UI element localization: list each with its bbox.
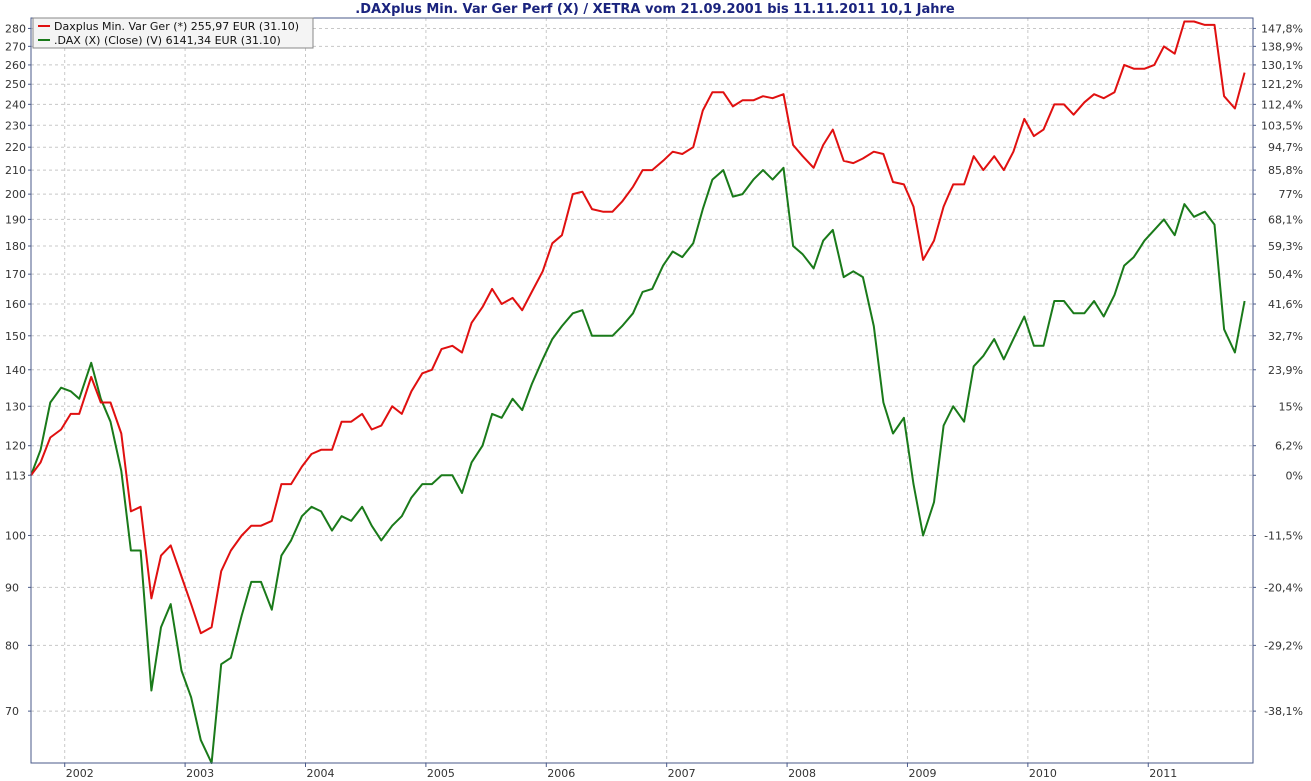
y-tick-label: 240 bbox=[5, 98, 26, 111]
y2-tick-label: -20,4% bbox=[1264, 581, 1303, 594]
y2-tick-label: 68,1% bbox=[1268, 213, 1303, 226]
y-tick-label: 250 bbox=[5, 78, 26, 91]
y-tick-label: 80 bbox=[5, 639, 19, 652]
series-line-dax bbox=[30, 166, 1246, 764]
series-line-daxplus bbox=[30, 20, 1246, 635]
y-tick-label: 90 bbox=[5, 581, 19, 594]
y-tick-label: 260 bbox=[5, 59, 26, 72]
y2-tick-label: 94,7% bbox=[1268, 141, 1303, 154]
y2-tick-label: 59,3% bbox=[1268, 240, 1303, 253]
y-tick-label: 170 bbox=[5, 268, 26, 281]
y2-tick-label: 147,8% bbox=[1261, 22, 1303, 35]
y2-tick-label: -38,1% bbox=[1264, 705, 1303, 718]
y2-tick-label: 112,4% bbox=[1261, 98, 1303, 111]
x-tick-label: 2005 bbox=[427, 767, 455, 780]
x-tick-label: 2007 bbox=[668, 767, 696, 780]
y-tick-label: 150 bbox=[5, 330, 26, 343]
x-tick-label: 2009 bbox=[908, 767, 936, 780]
y-tick-label: 113 bbox=[5, 469, 26, 482]
y-tick-label: 100 bbox=[5, 529, 26, 542]
x-tick-label: 2002 bbox=[66, 767, 94, 780]
y-tick-label: 160 bbox=[5, 298, 26, 311]
y2-tick-label: 138,9% bbox=[1261, 40, 1303, 53]
y2-tick-label: 15% bbox=[1279, 400, 1303, 413]
x-tick-label: 2008 bbox=[788, 767, 816, 780]
series-layer bbox=[30, 20, 1246, 764]
chart-title: .DAXplus Min. Var Ger Perf (X) / XETRA v… bbox=[355, 2, 955, 17]
legend: Daxplus Min. Var Ger (*) 255,97 EUR (31.… bbox=[32, 17, 314, 49]
y-tick-label: 140 bbox=[5, 364, 26, 377]
y-tick-label: 120 bbox=[5, 440, 26, 453]
axes bbox=[30, 17, 1254, 764]
y2-tick-label: 0% bbox=[1286, 469, 1303, 482]
y2-tick-label: 77% bbox=[1279, 188, 1303, 201]
y-tick-label: 180 bbox=[5, 240, 26, 253]
x-tick-label: 2006 bbox=[547, 767, 575, 780]
plot-frame bbox=[30, 17, 1254, 764]
legend-label-daxplus: Daxplus Min. Var Ger (*) 255,97 EUR (31.… bbox=[54, 20, 299, 33]
y2-tick-label: 6,2% bbox=[1275, 440, 1303, 453]
y2-tick-label: 23,9% bbox=[1268, 364, 1303, 377]
tick-labels: 70 147,8% 80 138,9% 90 130,1% 100 121,2% 113 112,… bbox=[5, 22, 1303, 780]
y2-tick-label: 32,7% bbox=[1268, 330, 1303, 343]
y-tick-label: 210 bbox=[5, 164, 26, 177]
y-tick-label: 190 bbox=[5, 213, 26, 226]
y-tick-label: 230 bbox=[5, 119, 26, 132]
y2-tick-label: -11,5% bbox=[1264, 529, 1303, 542]
y2-tick-label: 103,5% bbox=[1261, 119, 1303, 132]
x-tick-label: 2010 bbox=[1029, 767, 1057, 780]
y-tick-label: 220 bbox=[5, 141, 26, 154]
y-tick-label: 280 bbox=[5, 22, 26, 35]
legend-label-dax: .DAX (X) (Close) (V) 6141,34 EUR (31.10) bbox=[54, 34, 281, 47]
grid bbox=[31, 18, 1253, 763]
x-tick-label: 2004 bbox=[306, 767, 334, 780]
y-tick-label: 200 bbox=[5, 188, 26, 201]
y2-tick-label: 130,1% bbox=[1261, 59, 1303, 72]
y2-tick-label: 50,4% bbox=[1268, 268, 1303, 281]
y2-tick-label: 41,6% bbox=[1268, 298, 1303, 311]
y-tick-label: 130 bbox=[5, 400, 26, 413]
x-tick-label: 2011 bbox=[1149, 767, 1177, 780]
y-tick-label: 70 bbox=[5, 705, 19, 718]
y-tick-label: 270 bbox=[5, 40, 26, 53]
y2-tick-label: -29,2% bbox=[1264, 639, 1303, 652]
x-tick-label: 2003 bbox=[186, 767, 214, 780]
y2-tick-label: 121,2% bbox=[1261, 78, 1303, 91]
legend-box bbox=[32, 17, 314, 49]
y2-tick-label: 85,8% bbox=[1268, 164, 1303, 177]
